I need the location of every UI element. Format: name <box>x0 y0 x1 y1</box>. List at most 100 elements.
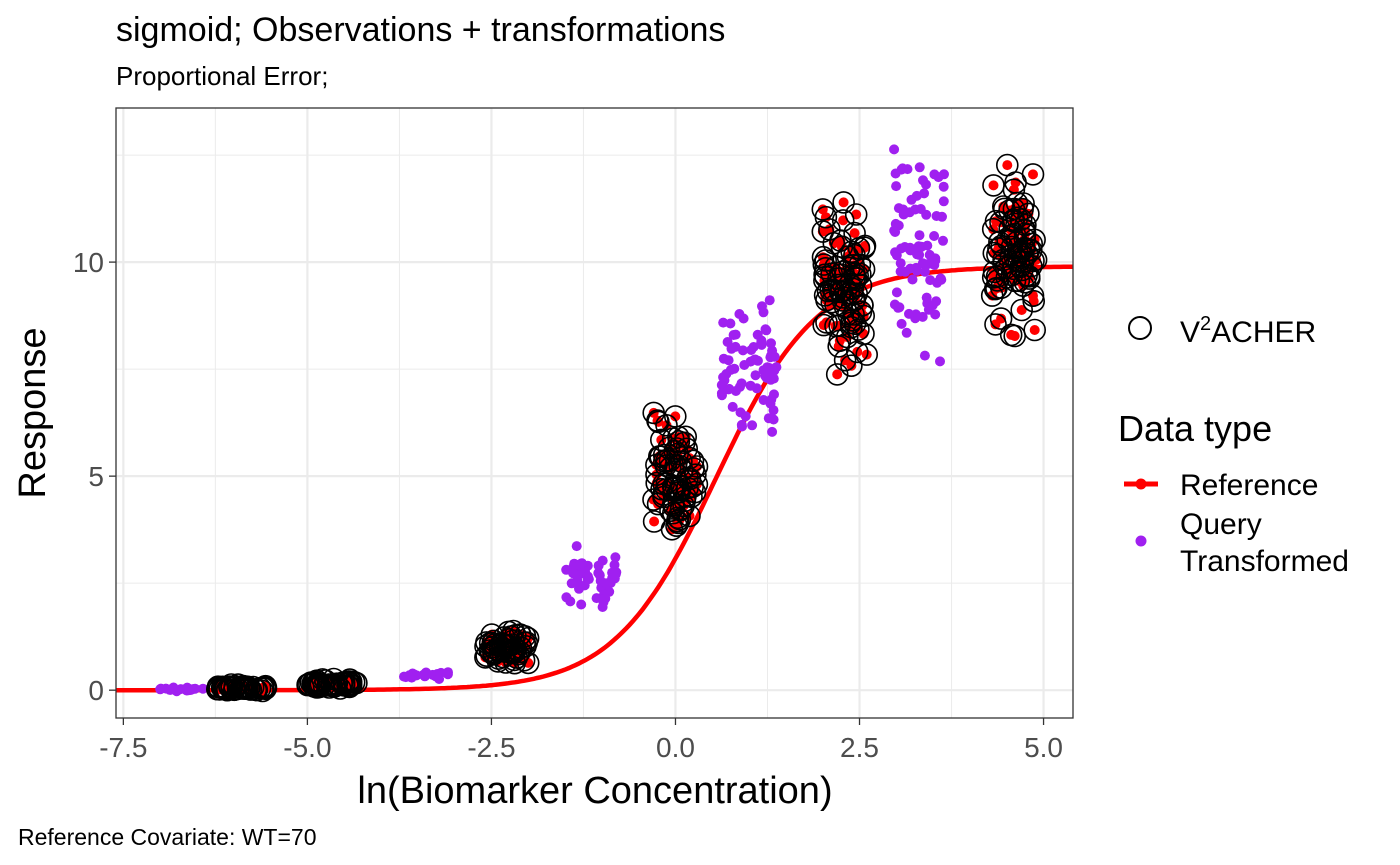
query-transformed-point <box>910 204 921 215</box>
query-transformed-point <box>576 558 587 569</box>
query-transformed-point <box>766 338 776 349</box>
query-transformed-point <box>717 390 727 401</box>
v2acher-circle <box>661 492 685 515</box>
x-axis-label: ln(Biomarker Concentration) <box>357 770 832 812</box>
v2acher-circle <box>1021 284 1045 308</box>
v2acher-circle <box>998 199 1021 222</box>
v2acher-circle <box>223 678 246 702</box>
query-transformed-point <box>919 266 930 277</box>
v2acher-circle <box>650 477 673 501</box>
x-tick-label: -5.0 <box>283 732 331 763</box>
legend-query-label-line1: Query <box>1180 508 1262 541</box>
query-transformed-point <box>906 194 917 205</box>
panel-border <box>115 107 1074 719</box>
query-transformed-point <box>718 317 729 328</box>
reference-point <box>649 516 660 527</box>
v2acher-circle <box>210 676 234 700</box>
chart-title: sigmoid; Observations + transformations <box>116 11 725 49</box>
query-transformed-point <box>598 594 609 605</box>
reference-point <box>996 313 1007 324</box>
v2acher-circle <box>314 669 337 692</box>
v2acher-circle <box>825 363 849 386</box>
query-transformed-point <box>767 426 778 437</box>
legend-query-label-line2: Transformed <box>1180 545 1349 578</box>
reference-point <box>1028 169 1038 180</box>
query-transformed-point <box>893 302 904 313</box>
query-transformed-point <box>434 674 445 684</box>
reference-point <box>1002 160 1013 171</box>
v2acher-circle <box>811 198 835 221</box>
query-transformed-point <box>566 578 577 589</box>
v2acher-circle <box>501 629 525 652</box>
v2acher-circle <box>685 472 709 496</box>
v2acher-circle <box>987 237 1010 260</box>
reference-point <box>832 369 843 380</box>
query-transformed-point <box>597 602 608 612</box>
query-transformed-point <box>896 243 907 254</box>
v2acher-circles <box>206 153 1048 703</box>
v2acher-circle <box>814 265 837 289</box>
query-transformed-point <box>889 144 900 155</box>
y-axis-ticks: 0 5 10 <box>73 247 116 706</box>
v2acher-circle <box>675 437 699 461</box>
query-transformed-point <box>561 592 572 603</box>
query-transformed-point <box>905 242 916 253</box>
query-transformed-point <box>938 235 948 246</box>
v2acher-circle <box>999 323 1023 347</box>
v2acher-circle <box>658 456 682 480</box>
v2acher-circle <box>668 478 691 502</box>
v2acher-circle <box>1013 227 1037 250</box>
query-transformed-point <box>761 325 772 336</box>
v2acher-circle <box>842 253 866 277</box>
query-transformed-point <box>912 249 922 260</box>
query-transformed-point <box>730 341 741 352</box>
query-transformed-point <box>923 304 934 315</box>
v2acher-circle <box>646 492 670 516</box>
v2acher-circle <box>299 671 323 694</box>
legend-query-marker <box>1135 535 1147 547</box>
v2acher-circle <box>304 674 327 697</box>
v2acher-circle <box>1015 242 1039 266</box>
query-transformed-point <box>571 541 582 552</box>
v2acher-circle <box>254 677 277 701</box>
x-tick-label: 2.5 <box>840 732 879 763</box>
y-tick-label: 10 <box>73 247 104 278</box>
reference-point <box>1029 325 1040 335</box>
reference-point <box>833 341 844 352</box>
v2acher-circle <box>1018 267 1041 290</box>
query-transformed-point <box>917 258 928 269</box>
query-transformed-point <box>722 337 733 347</box>
v2acher-circle <box>1023 318 1046 342</box>
v2acher-circle <box>667 430 691 453</box>
x-tick-label: 5.0 <box>1024 732 1063 763</box>
query-transformed-point <box>728 330 739 340</box>
query-transformed-point <box>764 295 775 306</box>
query-transformed-point <box>736 378 747 389</box>
query-transformed-point <box>935 356 945 367</box>
query-transformed-point <box>190 683 201 694</box>
legend-reference-label: Reference <box>1180 469 1318 502</box>
v2acher-circle <box>236 675 259 699</box>
v2acher-circle <box>981 266 1005 289</box>
query-transformed-point <box>900 266 911 277</box>
v2acher-circle <box>831 286 855 309</box>
v2acher-circle <box>1020 239 1043 262</box>
query-transformed-point <box>740 411 751 422</box>
v2acher-circle <box>991 195 1015 218</box>
reference-point <box>1006 329 1017 340</box>
legend-v2acher-rest: ACHER <box>1211 316 1316 349</box>
v2acher-circle <box>984 313 1007 336</box>
query-transformed-point <box>718 372 729 383</box>
query-transformed-point <box>925 275 936 286</box>
v2acher-circle <box>812 313 836 337</box>
v2acher-circle <box>241 675 265 699</box>
v2acher-circle <box>660 517 684 541</box>
query-transformed-point <box>727 401 738 412</box>
query-transformed-point <box>583 574 594 585</box>
query-transformed-point <box>895 258 906 269</box>
query-transformed-point <box>745 380 756 391</box>
query-transformed-point <box>198 683 208 694</box>
y-axis-label: Response <box>12 327 54 498</box>
v2acher-circle <box>819 278 843 302</box>
